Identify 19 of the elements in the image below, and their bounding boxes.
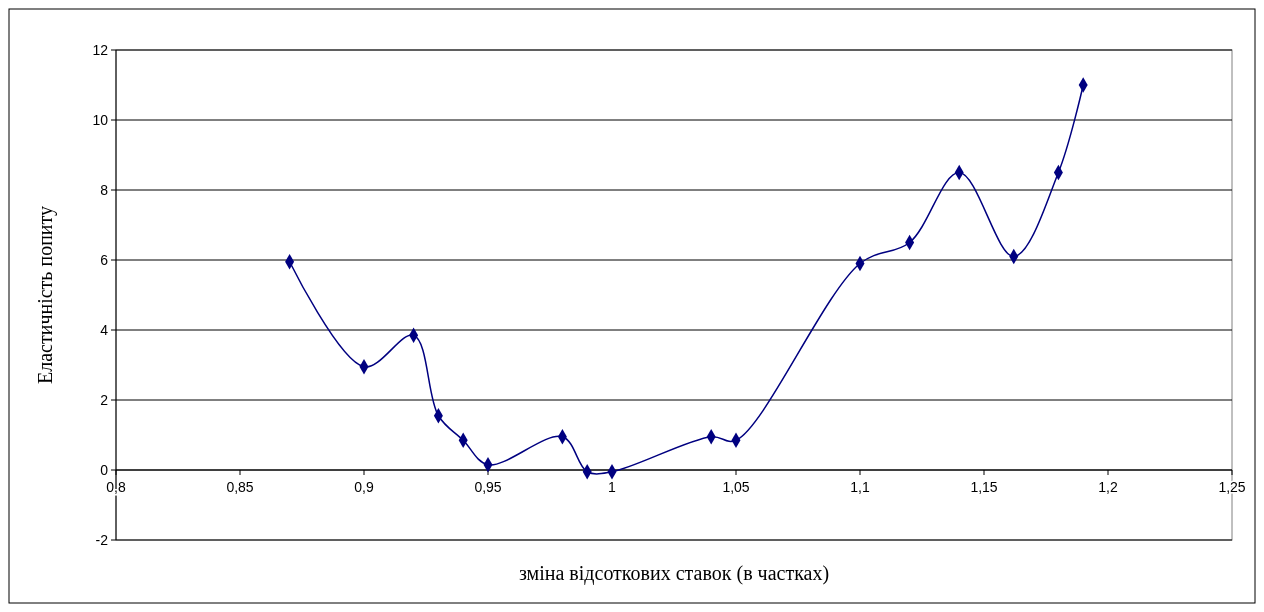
x-tick-label: 1,25 xyxy=(1218,479,1246,495)
y-tick-label: 2 xyxy=(100,391,109,408)
x-axis-title: зміна відсоткових ставок (в частках) xyxy=(518,562,830,585)
y-tick-label: 6 xyxy=(100,251,109,268)
x-tick-label: 0,95 xyxy=(474,479,502,495)
x-tick-label: 1,2 xyxy=(1098,479,1118,495)
y-tick-label: 8 xyxy=(100,181,109,198)
y-tick-label: -2 xyxy=(95,531,109,548)
x-tick-label: 1,05 xyxy=(722,479,750,495)
y-axis-title: Еластичність попиту xyxy=(34,205,57,385)
x-tick-label: 0,85 xyxy=(226,479,254,495)
y-tick-label: 4 xyxy=(100,321,109,338)
y-tick-label: 12 xyxy=(92,41,109,58)
x-tick-label: 0,9 xyxy=(354,479,374,495)
y-tick-label: 10 xyxy=(92,111,109,128)
y-tick-label: 0 xyxy=(100,461,109,478)
x-tick-label: 1,1 xyxy=(850,479,870,495)
x-tick-label: 1,15 xyxy=(970,479,998,495)
x-tick-label: 1 xyxy=(608,479,617,495)
